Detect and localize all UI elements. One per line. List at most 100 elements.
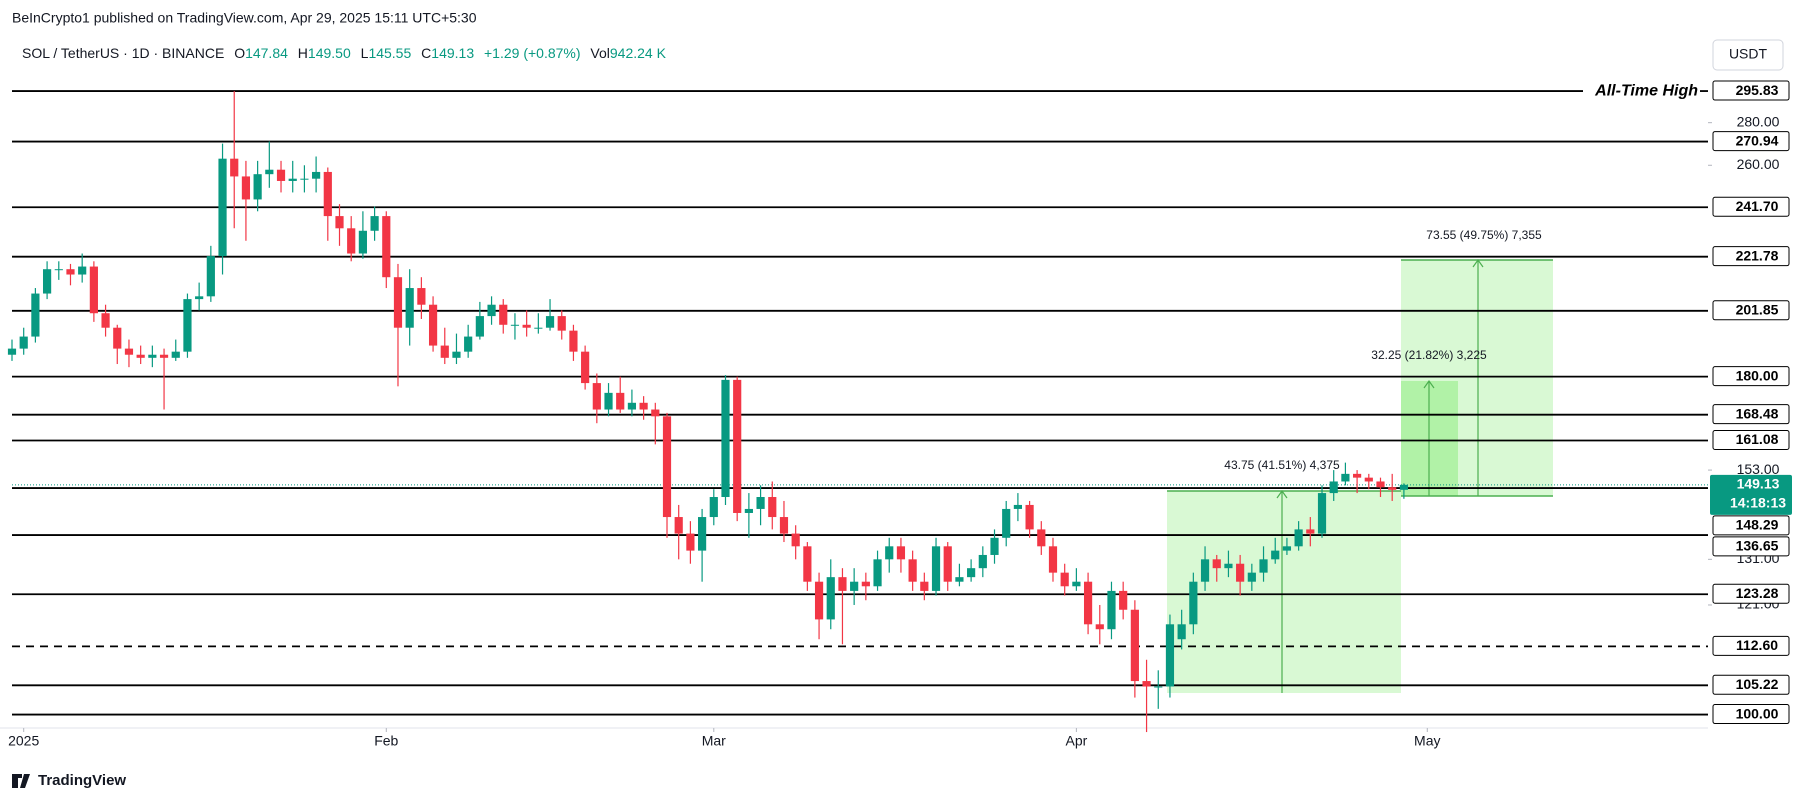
measure-label: 73.55 (49.75%) 7,355 — [1426, 228, 1542, 242]
candle-body — [896, 546, 906, 560]
level-label-box — [1712, 674, 1790, 695]
candle-body — [253, 174, 262, 200]
candle-body — [347, 228, 356, 254]
candle-body — [1399, 484, 1408, 490]
legend-h-label: H — [298, 45, 308, 61]
measure-arrowhead — [1276, 489, 1288, 499]
candle-body — [510, 324, 520, 326]
last-price-box — [1710, 474, 1792, 515]
candle-body — [1013, 504, 1022, 509]
candle-body — [66, 269, 75, 275]
candle-body — [826, 577, 835, 620]
level-label-box — [1712, 196, 1790, 217]
candle-body — [779, 517, 789, 534]
level-label-box — [1712, 536, 1790, 557]
level-label: 221.78 — [1736, 247, 1779, 263]
candle-body — [1189, 581, 1198, 625]
legend-c-label: C — [421, 45, 431, 61]
ath-annotation: All-Time High — [1594, 82, 1698, 99]
candle-body — [323, 171, 332, 217]
candle-body — [569, 330, 578, 352]
measure-zone — [1167, 491, 1401, 693]
candle-body — [686, 533, 695, 551]
candle-body — [581, 351, 590, 384]
candle-body — [124, 348, 134, 355]
candle-body — [627, 402, 637, 410]
level-label: 295.83 — [1736, 82, 1779, 98]
candle-body — [31, 293, 40, 337]
candle-body — [1329, 481, 1338, 494]
candle-body — [850, 581, 859, 591]
legend-l-label: L — [361, 45, 369, 61]
candle-body — [89, 266, 98, 314]
candle-body — [452, 351, 461, 358]
candle-body — [744, 508, 753, 513]
candle-body — [768, 497, 777, 518]
candle-body — [756, 497, 765, 509]
measure-zone — [1401, 260, 1553, 496]
candle-body — [1025, 504, 1034, 530]
candle-body — [335, 216, 344, 229]
candle-body — [990, 537, 999, 555]
candle-body — [662, 416, 672, 518]
level-label-box — [1712, 246, 1790, 267]
candle-body — [42, 269, 52, 294]
candle-body — [195, 296, 204, 300]
currency-button[interactable] — [1712, 39, 1784, 71]
legend-vol-label: Vol — [590, 45, 609, 61]
x-tick-label: 2025 — [8, 733, 39, 749]
candle-body — [417, 288, 426, 305]
legend-h: 149.50 — [308, 45, 351, 61]
candle-body — [943, 546, 952, 582]
candle-body — [499, 304, 508, 325]
currency[interactable]: USDT — [1729, 46, 1768, 62]
legend-change: +1.29 (+0.87%) — [484, 45, 581, 61]
candle-body — [1341, 473, 1350, 482]
candle-body — [265, 169, 274, 175]
candle-body — [358, 230, 367, 254]
y-tick-label: 280.00 — [1737, 113, 1780, 129]
candle-body — [78, 266, 87, 275]
candle-body — [101, 313, 110, 328]
candle-body — [1388, 487, 1397, 490]
brand: TradingView — [38, 772, 126, 789]
candle-body — [674, 517, 683, 534]
candle-body — [1177, 624, 1186, 640]
candle-body — [803, 546, 812, 582]
candle-body — [1119, 590, 1128, 610]
candle-body — [1376, 481, 1385, 488]
level-label: 168.48 — [1736, 405, 1779, 421]
candle-body — [838, 577, 847, 591]
candle-body — [592, 383, 601, 410]
candle-body — [241, 176, 251, 200]
measure-arrowhead — [1472, 258, 1484, 268]
annotation-bg — [1583, 81, 1708, 102]
candle-body — [148, 354, 157, 358]
level-label: 161.08 — [1736, 431, 1779, 447]
x-tick-label: Apr — [1065, 733, 1087, 749]
candle-body — [1037, 529, 1046, 547]
candle-body — [1364, 477, 1373, 482]
candle-body — [908, 559, 917, 582]
candle-body — [464, 336, 473, 352]
candle-body — [1317, 493, 1327, 534]
candle-body — [861, 581, 870, 587]
level-label-box — [1712, 515, 1790, 536]
candle-body — [1200, 559, 1210, 582]
candle-body — [1072, 581, 1081, 587]
candle-body — [721, 379, 730, 498]
candle-body — [1236, 563, 1245, 582]
candle-body — [1306, 529, 1315, 534]
symbol: SOL / TetherUS · 1D · BINANCE — [22, 45, 224, 61]
candle-body — [616, 392, 625, 410]
candle-body — [159, 354, 169, 358]
candle-body — [698, 517, 707, 551]
candle-body — [113, 327, 122, 349]
candle-body — [733, 379, 742, 513]
candle-body — [931, 546, 941, 591]
candle-body — [487, 304, 496, 317]
candle-body — [1353, 473, 1362, 478]
candle-body — [1212, 559, 1221, 569]
level-label-box — [1712, 131, 1790, 152]
